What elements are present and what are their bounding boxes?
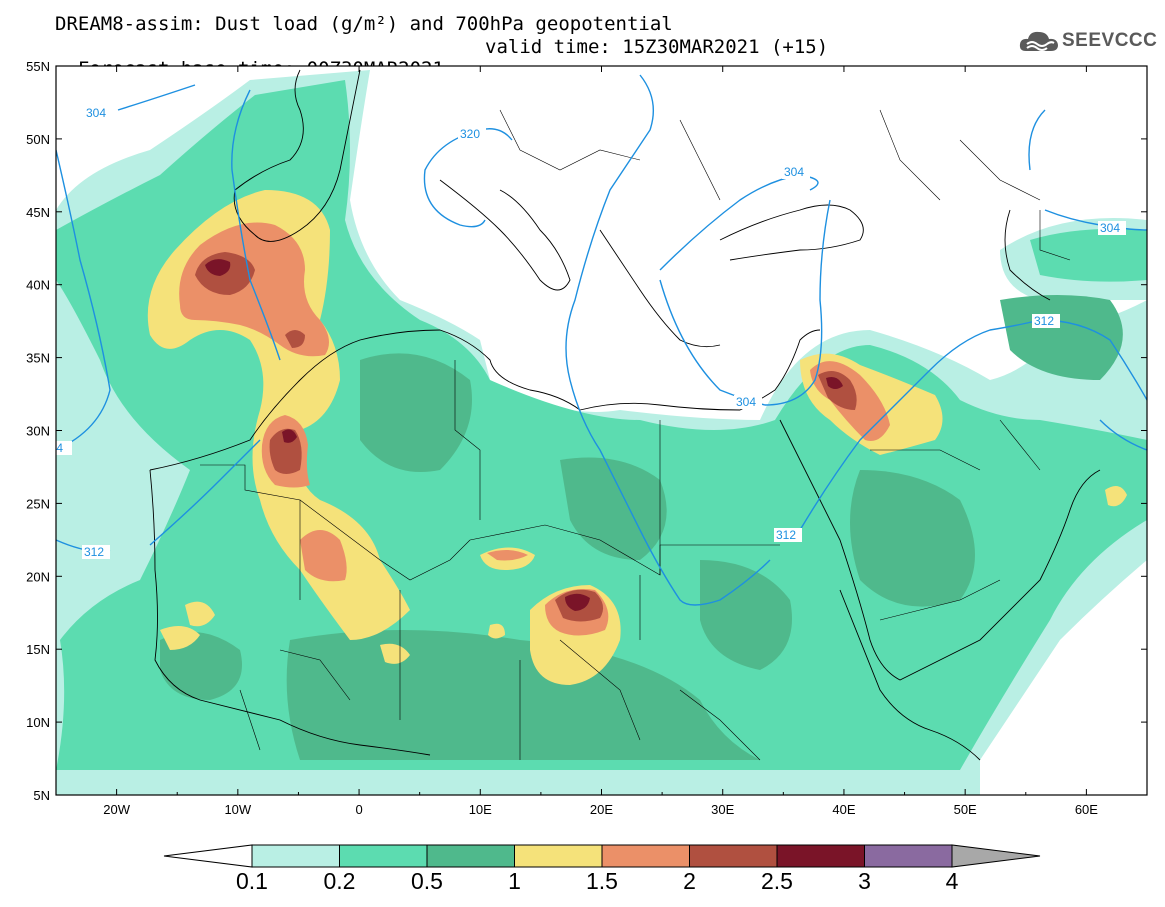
colorbar-segment [689,844,778,868]
lat-tick-label: 5N [33,788,50,803]
colorbar-over-arrow [951,844,1041,868]
contour-label-304-west: 304 [43,441,63,455]
colorbar-segment [339,844,428,868]
forecast-valid-time: valid time: 15Z30MAR2021 (+15) [485,36,829,58]
lat-tick-label: 40N [26,278,50,293]
lat-tick-label: 50N [26,132,50,147]
latitude-axis: 55N 50N 45N 40N 35N 30N 25N 20N 15N 10N 5N [26,59,1147,803]
lat-tick-label: 55N [26,59,50,74]
lat-tick-label: 10N [26,715,50,730]
chart-title: DREAM8-assim: Dust load (g/m²) and 700hP… [55,13,673,35]
colorbar-label: 0.1 [236,868,268,894]
geopotential-labels: 304 320 304 304 312 304 312 304 312 [43,106,1126,559]
contour-label-320: 320 [460,127,480,141]
contour-label-304-ne: 304 [784,165,804,179]
lon-tick-label: 20W [103,802,130,817]
colorbar-under-arrow [163,844,253,868]
colorbar: 0.1 0.2 0.5 1 1.5 2 2.5 3 4 [163,844,1041,894]
colorbar-label: 2.5 [761,868,793,894]
colorbar-segment [426,844,515,868]
lat-tick-label: 45N [26,205,50,220]
contour-label-312-east: 312 [1034,314,1054,328]
seevccc-logo: SEEVCCC [1018,27,1157,57]
lon-tick-label: 30E [711,802,734,817]
lon-tick-label: 40E [832,802,855,817]
colorbar-segment [251,844,340,868]
colorbar-segment [514,844,603,868]
contour-label-304-med: 304 [736,395,756,409]
dust-level-2-5 [205,259,843,611]
contour-label-304-far-east: 304 [1100,221,1120,235]
lat-tick-label: 15N [26,642,50,657]
lon-tick-label: 10E [469,802,492,817]
colorbar-segment [864,844,953,868]
geopotential-contours [56,74,1147,606]
colorbar-segment [776,844,865,868]
lon-tick-label: 60E [1075,802,1098,817]
lon-tick-label: 10W [224,802,251,817]
lat-tick-label: 30N [26,424,50,439]
contour-label-312-west: 312 [84,545,104,559]
contour-label-312-africa: 312 [776,528,796,542]
country-borders [200,109,1071,761]
lat-tick-label: 20N [26,569,50,584]
colorbar-label: 4 [946,868,959,894]
colorbar-label: 3 [858,868,871,894]
contour-label-304-nw: 304 [86,106,106,120]
lon-tick-label: 50E [954,802,977,817]
lat-tick-label: 35N [26,351,50,366]
colorbar-label: 1 [508,868,521,894]
colorbar-label: 1.5 [586,868,618,894]
lon-tick-label: 0 [355,802,362,817]
colorbar-label: 0.2 [324,868,356,894]
colorbar-label: 0.5 [411,868,443,894]
lon-tick-label: 20E [590,802,613,817]
dust-level-0-5 [160,295,1123,760]
cloud-icon [1019,31,1058,51]
colorbar-segment [601,844,690,868]
coastlines [149,69,1101,761]
colorbar-label: 2 [683,868,696,894]
dust-field: 304 320 304 304 312 304 312 304 312 [43,66,1147,795]
lat-tick-label: 25N [26,496,50,511]
logo-text: SEEVCCC [1062,30,1158,51]
longitude-axis: 20W 10W 0 10E 20E 30E 40E 50E 60E [55,66,1148,817]
